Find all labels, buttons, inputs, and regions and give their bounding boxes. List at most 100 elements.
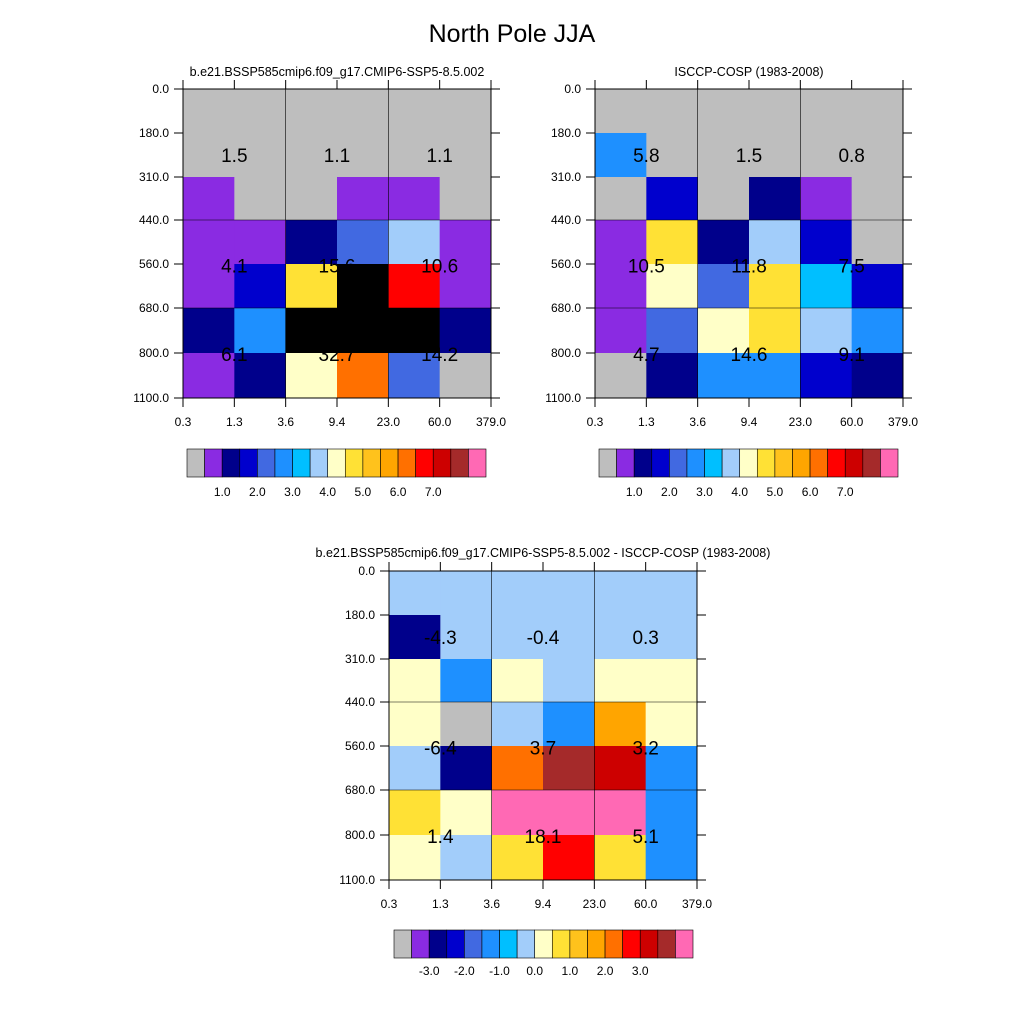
colorbar-box (844, 448, 864, 478)
colorbar-label: 3.0 (284, 485, 301, 499)
heatmap-cell (697, 264, 750, 309)
colorbar-label: -3.0 (419, 964, 440, 978)
x-tick-label: 3.6 (483, 897, 500, 911)
heatmap-cell (646, 133, 699, 178)
heatmap-cell (389, 835, 441, 881)
colorbar-label: 7.0 (837, 485, 854, 499)
colorbar-box (675, 929, 694, 959)
heatmap-cell (645, 571, 698, 616)
heatmap-cell (749, 89, 801, 134)
colorbar-box (686, 448, 705, 478)
heatmap-cell (543, 835, 595, 881)
heatmap-cell (697, 133, 750, 178)
heatmap-cell (337, 220, 389, 265)
heatmap-cell (285, 353, 338, 399)
colorbar-label: 0.0 (526, 964, 543, 978)
y-tick-label: 440.0 (345, 695, 375, 709)
heatmap-cell (389, 702, 441, 747)
heatmap-cell (337, 353, 389, 399)
colorbar-label: 2.0 (661, 485, 678, 499)
heatmap-cell (800, 177, 853, 221)
x-tick-label: 60.0 (840, 415, 864, 429)
x-tick-label: 379.0 (682, 897, 712, 911)
heatmap-cell (440, 659, 493, 703)
colorbar-box (657, 929, 676, 959)
x-tick-label: 379.0 (888, 415, 918, 429)
heatmap-cell (491, 571, 544, 616)
heatmap-cell (337, 89, 389, 134)
colorbar-box (809, 448, 828, 478)
heatmap-cell (285, 308, 338, 354)
heatmap-cell (646, 220, 699, 265)
heatmap-cell (183, 308, 235, 354)
heatmap-cell (697, 89, 750, 134)
heatmap-cell (183, 177, 235, 221)
summary-value: 1.1 (324, 146, 350, 167)
colorbar-label: 4.0 (731, 485, 748, 499)
heatmap-cell (388, 264, 441, 309)
colorbar-box (468, 448, 487, 478)
colorbar-label: 5.0 (355, 485, 372, 499)
y-tick-label: 0.0 (358, 564, 375, 578)
y-tick-label: 180.0 (551, 126, 581, 140)
heatmap-cell (749, 220, 801, 265)
heatmap-cell (800, 264, 853, 309)
colorbar-box (534, 929, 553, 959)
colorbar-box (639, 929, 659, 959)
x-tick-label: 0.3 (381, 897, 398, 911)
colorbar-box (569, 929, 588, 959)
summary-value: -4.3 (424, 628, 457, 649)
colorbar-box (239, 448, 258, 478)
heatmap-cell (594, 702, 647, 747)
heatmap-cell (389, 615, 441, 660)
heatmap-cell (389, 746, 441, 791)
colorbar-box (221, 448, 241, 478)
heatmap-cell (595, 353, 647, 399)
heatmap-cell (749, 308, 801, 354)
summary-value: 5.8 (633, 146, 659, 167)
heatmap-cell (851, 308, 904, 354)
heatmap-cell (543, 746, 595, 791)
x-tick-label: 379.0 (476, 415, 506, 429)
heatmap-cell (439, 308, 492, 354)
colorbar-box (616, 448, 635, 478)
colorbar-label: 7.0 (425, 485, 442, 499)
colorbar-label: 3.0 (632, 964, 649, 978)
heatmap-cell (851, 133, 904, 178)
colorbar-box (393, 929, 412, 959)
panel-title: b.e21.BSSP585cmip6.f09_g17.CMIP6-SSP5-8.… (316, 546, 771, 560)
heatmap-cell (697, 177, 750, 221)
colorbar-box (446, 929, 465, 959)
heatmap-cell (594, 835, 647, 881)
heatmap-cell (851, 220, 904, 265)
heatmap-cell (337, 264, 389, 309)
heatmap-cell (388, 220, 441, 265)
heatmap-cell (337, 177, 389, 221)
heatmap-cell (697, 353, 750, 399)
heatmap-cell (595, 308, 647, 354)
heatmap-cell (337, 133, 389, 178)
heatmap-cell (851, 353, 904, 399)
y-tick-label: 0.0 (564, 82, 581, 96)
heatmap-panel-2: ISCCP-COSP (1983-2008) 0.0 180.0 310.0 440.0… (545, 65, 918, 499)
x-tick-label: 9.4 (741, 415, 758, 429)
heatmap-cell (595, 220, 647, 265)
summary-value: 1.5 (221, 146, 247, 167)
y-tick-label: 310.0 (345, 652, 375, 666)
colorbar-box (292, 448, 311, 478)
x-tick-label: 9.4 (329, 415, 346, 429)
summary-value: 32.7 (319, 345, 356, 366)
heatmap-cell (439, 89, 492, 134)
heatmap-cell (234, 220, 287, 265)
x-tick-label: 60.0 (634, 897, 658, 911)
summary-value: 14.2 (421, 345, 458, 366)
heatmap-cell (543, 790, 595, 836)
heatmap-cell (851, 89, 904, 134)
heatmap-cell (543, 615, 595, 660)
heatmap-cell (646, 353, 699, 399)
heatmap-cell (595, 89, 647, 134)
heatmap-cell (285, 220, 338, 265)
summary-value: 6.1 (221, 345, 247, 366)
y-tick-label: 800.0 (345, 828, 375, 842)
